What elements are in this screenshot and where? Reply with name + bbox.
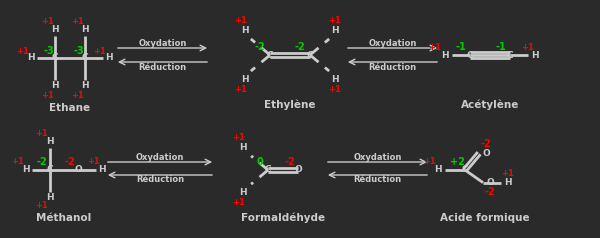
Text: -3: -3 bbox=[44, 46, 55, 56]
Text: O: O bbox=[486, 178, 494, 187]
Text: Méthanol: Méthanol bbox=[37, 213, 92, 223]
Text: +1: +1 bbox=[502, 169, 514, 178]
Text: H: H bbox=[239, 188, 247, 197]
Text: H: H bbox=[81, 25, 89, 35]
Text: C: C bbox=[467, 50, 473, 60]
Text: +1: +1 bbox=[232, 133, 245, 142]
Text: +1: +1 bbox=[41, 90, 55, 99]
Text: H: H bbox=[27, 54, 35, 63]
Text: O: O bbox=[294, 165, 302, 174]
Text: Oxydation: Oxydation bbox=[353, 153, 401, 162]
Text: C: C bbox=[506, 50, 514, 60]
Text: Ethane: Ethane bbox=[49, 103, 91, 113]
Text: H: H bbox=[434, 165, 442, 174]
Text: C: C bbox=[266, 50, 274, 60]
Text: +1: +1 bbox=[17, 46, 29, 55]
Text: H: H bbox=[531, 50, 539, 60]
Text: H: H bbox=[46, 138, 54, 147]
Text: +1: +1 bbox=[521, 43, 535, 51]
Text: -2: -2 bbox=[37, 157, 47, 167]
Text: Formaldéhyde: Formaldéhyde bbox=[241, 213, 325, 223]
Text: H: H bbox=[98, 165, 106, 174]
Text: +1: +1 bbox=[35, 202, 49, 210]
Text: H: H bbox=[46, 193, 54, 203]
Text: -3: -3 bbox=[74, 46, 85, 56]
Text: C: C bbox=[47, 165, 53, 174]
Text: C: C bbox=[461, 165, 469, 174]
Text: +1: +1 bbox=[88, 158, 100, 167]
Text: -2: -2 bbox=[485, 187, 496, 197]
Text: H: H bbox=[105, 54, 113, 63]
Text: Oxydation: Oxydation bbox=[368, 39, 416, 48]
Text: H: H bbox=[81, 81, 89, 90]
Text: H: H bbox=[22, 165, 30, 174]
Text: C: C bbox=[82, 54, 88, 63]
Text: O: O bbox=[74, 165, 82, 174]
Text: Réduction: Réduction bbox=[353, 175, 401, 184]
Text: -2: -2 bbox=[481, 139, 491, 149]
Text: -1: -1 bbox=[455, 42, 466, 52]
Text: H: H bbox=[331, 26, 339, 35]
Text: +1: +1 bbox=[235, 16, 247, 25]
Text: Oxydation: Oxydation bbox=[139, 39, 187, 48]
Text: +1: +1 bbox=[424, 158, 436, 167]
Text: H: H bbox=[241, 26, 248, 35]
Text: -2: -2 bbox=[65, 157, 76, 167]
Text: +1: +1 bbox=[35, 129, 49, 139]
Text: +1: +1 bbox=[328, 84, 341, 94]
Text: Réduction: Réduction bbox=[139, 63, 187, 71]
Text: H: H bbox=[331, 74, 339, 84]
Text: +1: +1 bbox=[11, 158, 25, 167]
Text: -2: -2 bbox=[254, 42, 265, 52]
Text: -2: -2 bbox=[295, 42, 305, 52]
Text: +1: +1 bbox=[71, 90, 85, 99]
Text: H: H bbox=[441, 50, 449, 60]
Text: Acide formique: Acide formique bbox=[440, 213, 530, 223]
Text: +1: +1 bbox=[71, 16, 85, 25]
Text: Acétylène: Acétylène bbox=[461, 100, 519, 110]
Text: H: H bbox=[504, 178, 512, 187]
Text: H: H bbox=[239, 143, 247, 152]
Text: C: C bbox=[52, 54, 58, 63]
Text: Réduction: Réduction bbox=[136, 175, 184, 184]
Text: -1: -1 bbox=[496, 42, 506, 52]
Text: -2: -2 bbox=[284, 157, 295, 167]
Text: 0: 0 bbox=[257, 157, 263, 167]
Text: +1: +1 bbox=[94, 46, 106, 55]
Text: +1: +1 bbox=[232, 198, 245, 207]
Text: +1: +1 bbox=[428, 43, 442, 51]
Text: H: H bbox=[51, 81, 59, 90]
Text: H: H bbox=[51, 25, 59, 35]
Text: O: O bbox=[482, 149, 490, 158]
Text: Réduction: Réduction bbox=[368, 63, 416, 71]
Text: +1: +1 bbox=[235, 84, 247, 94]
Text: H: H bbox=[241, 74, 248, 84]
Text: +1: +1 bbox=[41, 16, 55, 25]
Text: C: C bbox=[265, 165, 271, 174]
Text: Ethylène: Ethylène bbox=[264, 100, 316, 110]
Text: +2: +2 bbox=[449, 157, 464, 167]
Text: Oxydation: Oxydation bbox=[136, 153, 184, 162]
Text: +1: +1 bbox=[328, 16, 341, 25]
Text: C: C bbox=[307, 50, 313, 60]
